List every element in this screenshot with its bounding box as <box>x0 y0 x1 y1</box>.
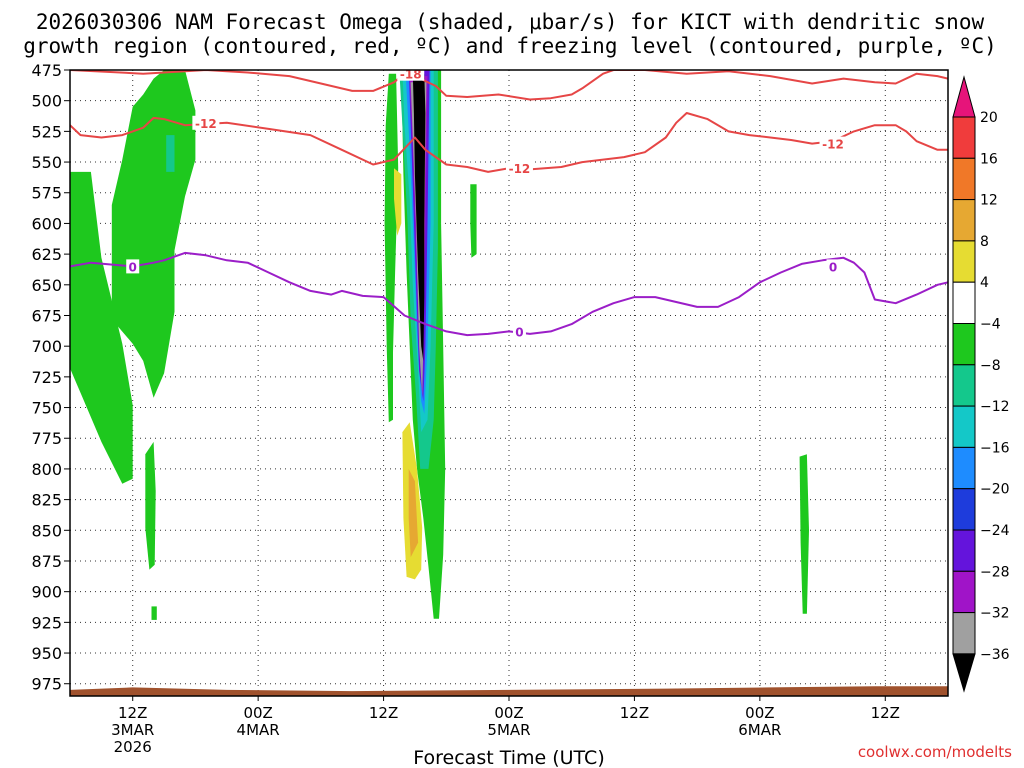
colorbar-label: −8 <box>980 358 1001 374</box>
contour-label-freezing-level: 0 <box>829 260 837 274</box>
y-tick-label: 775 <box>31 429 62 448</box>
temperature-contours: -18 -12 -12 -12 0 0 0 <box>70 68 948 339</box>
contour-label-dgz-lower-red: -12 <box>822 138 844 152</box>
colorbar-label: 20 <box>980 110 998 126</box>
y-tick-label: 525 <box>31 122 62 141</box>
ground-layer <box>70 686 948 696</box>
x-tick-label: 5MAR <box>487 721 530 739</box>
colorbar-label: −28 <box>980 564 1010 580</box>
omega-region-main-orange-low <box>408 468 419 558</box>
y-tick-label: 675 <box>31 306 62 325</box>
colorbar-overflow-high <box>952 75 976 118</box>
x-tick-label: 00Z <box>494 704 523 722</box>
colorbar-bin <box>952 157 976 201</box>
colorbar-label: 16 <box>980 151 998 167</box>
y-tick-label: 650 <box>31 276 62 295</box>
y-tick-label: 500 <box>31 92 62 111</box>
y-tick-label: 575 <box>31 184 62 203</box>
colorbar-label: 4 <box>980 275 989 291</box>
contour-label-freezing-level: 0 <box>129 260 137 274</box>
contour-label-freezing-level: 0 <box>515 325 523 339</box>
credit-text: coolwx.com/modelts <box>858 743 1012 761</box>
x-tick-label: 12Z <box>871 704 900 722</box>
omega-region-early-green-dot <box>151 606 157 620</box>
x-tick-label: 12Z <box>620 704 649 722</box>
ground-fill <box>70 686 948 696</box>
colorbar-label: 12 <box>980 193 998 209</box>
y-tick-label: 850 <box>31 521 62 540</box>
omega-region-late-green <box>799 454 809 614</box>
y-tick-label: 625 <box>31 245 62 264</box>
x-tick-label: 12Z <box>369 704 398 722</box>
contour-label-bg <box>192 115 220 130</box>
y-tick-label: 825 <box>31 491 62 510</box>
contour-dgz-upper-red <box>70 70 948 101</box>
omega-region-early-green-main <box>70 171 133 484</box>
colorbar-label: −4 <box>980 317 1001 333</box>
colorbar: 20 16 12 8 4 −4 −8 −12 −16 −20 −24 −28 −32 −36 <box>952 75 1010 693</box>
colorbar-label: −12 <box>980 399 1010 415</box>
y-tick-label: 550 <box>31 153 62 172</box>
x-tick-label: 12Z <box>118 704 147 722</box>
colorbar-label: −32 <box>980 606 1010 622</box>
contour-label-bg <box>826 259 840 274</box>
x-tick-label: 6MAR <box>738 721 781 739</box>
plot-area: -18 -12 -12 -12 0 0 0 <box>69 68 949 697</box>
y-tick-label: 725 <box>31 368 62 387</box>
colorbar-bin <box>952 570 976 614</box>
colorbar-bin <box>952 529 976 572</box>
omega-region-main-yellow-upper <box>394 168 402 236</box>
contour-label-bg <box>397 70 425 81</box>
x-tick-label: 00Z <box>745 704 774 722</box>
colorbar-label: −20 <box>980 482 1010 498</box>
y-tick-label: 475 <box>31 61 62 80</box>
y-tick-label: 800 <box>31 460 62 479</box>
omega-region-early-teal <box>166 135 175 172</box>
chart-title-line2: growth region (contoured, red, ºC) and f… <box>23 34 997 58</box>
contour-label-bg <box>819 136 847 151</box>
colorbar-bin <box>952 446 976 490</box>
x-tick-label: 3MAR <box>111 721 154 739</box>
colorbar-label: −36 <box>980 647 1010 663</box>
y-tick-label: 700 <box>31 337 62 356</box>
colorbar-label: −24 <box>980 523 1010 539</box>
chart-title-line1: 2026030306 NAM Forecast Omega (shaded, μ… <box>36 10 985 34</box>
x-tick-label: 4MAR <box>237 721 280 739</box>
y-axis-ticks: 475 500 525 550 575 600 625 650 675 700 725 750 775 8… <box>31 61 70 694</box>
colorbar-label: 8 <box>980 234 989 250</box>
colorbar-bin <box>952 240 976 283</box>
contour-label-dgz-upper-red: -18 <box>400 68 422 82</box>
colorbar-bin <box>952 612 976 655</box>
y-tick-label: 950 <box>31 644 62 663</box>
omega-shading <box>70 70 809 620</box>
colorbar-label: −16 <box>980 440 1010 456</box>
contour-freezing-level <box>70 251 948 337</box>
contour-label-dgz-lower-red: -12 <box>509 162 531 176</box>
colorbar-bin <box>952 364 976 407</box>
y-tick-label: 875 <box>31 552 62 571</box>
colorbar-bin <box>952 116 976 159</box>
colorbar-bin <box>952 323 976 366</box>
contour-label-bg <box>512 324 526 339</box>
x-axis-title: Forecast Time (UTC) <box>413 747 604 768</box>
y-tick-label: 900 <box>31 583 62 602</box>
y-tick-label: 925 <box>31 613 62 632</box>
x-tick-label: 00Z <box>243 704 272 722</box>
contour-label-dgz-lower-red: -12 <box>195 117 217 131</box>
omega-region-early-green-low <box>145 441 156 570</box>
y-tick-label: 975 <box>31 675 62 694</box>
colorbar-bin <box>952 199 976 242</box>
colorbar-bin <box>952 488 976 531</box>
x-tick-label: 2026 <box>114 738 152 756</box>
colorbar-overflow-low <box>952 653 976 693</box>
omega-region-mid-green-narrow <box>470 184 477 258</box>
colorbar-bin <box>952 281 976 325</box>
colorbar-bin <box>952 405 976 448</box>
contour-label-bg <box>505 161 533 176</box>
y-tick-label: 600 <box>31 214 62 233</box>
contour-label-bg <box>126 259 140 274</box>
y-tick-label: 750 <box>31 399 62 418</box>
